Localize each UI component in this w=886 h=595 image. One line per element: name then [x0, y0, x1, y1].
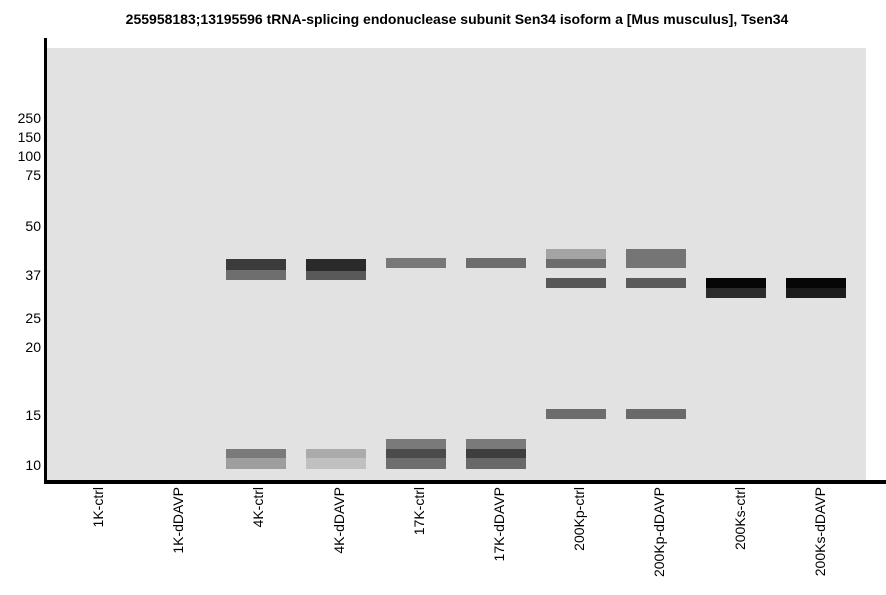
- gel-band-segment: [546, 249, 606, 259]
- mw-tick-label: 37: [25, 267, 41, 283]
- gel-band-segment: [386, 258, 446, 268]
- lane-label-200kp-ctrl: 200Kp-ctrl: [571, 487, 587, 551]
- mw-tick-label: 25: [25, 310, 41, 326]
- gel-band-segment: [626, 409, 686, 419]
- lane-label-200ks-ctrl: 200Ks-ctrl: [732, 487, 748, 551]
- x-axis-line: [44, 480, 886, 484]
- y-axis-line: [44, 38, 47, 484]
- lane-label-17k-ctrl: 17K-ctrl: [411, 487, 427, 536]
- lane-label-1k-ddavp: 1K-dDAVP: [170, 487, 186, 554]
- lane-label-200kp-ddavp: 200Kp-dDAVP: [651, 487, 667, 578]
- mw-tick-label: 75: [25, 167, 41, 183]
- gel-band-segment: [626, 278, 686, 288]
- gel-band-segment: [466, 449, 526, 458]
- gel-band-segment: [306, 458, 366, 469]
- gel-band-segment: [466, 458, 526, 469]
- gel-band-segment: [306, 449, 366, 458]
- lane-label-4k-ddavp: 4K-dDAVP: [331, 487, 347, 554]
- gel-band-segment: [786, 278, 846, 288]
- mw-tick-label: 15: [25, 407, 41, 423]
- gel-band-segment: [706, 278, 766, 288]
- mw-tick-label: 20: [25, 339, 41, 355]
- mw-tick-label: 100: [17, 148, 41, 164]
- lane-label-4k-ctrl: 4K-ctrl: [250, 487, 266, 528]
- gel-band-segment: [466, 439, 526, 449]
- mw-tick-label: 250: [17, 110, 41, 126]
- gel-band-segment: [786, 288, 846, 298]
- lane-label-200ks-ddavp: 200Ks-dDAVP: [812, 487, 828, 577]
- gel-band-segment: [546, 259, 606, 268]
- mw-tick-label: 50: [25, 218, 41, 234]
- gel-band-segment: [626, 249, 686, 268]
- gel-band-segment: [386, 449, 446, 458]
- gel-band-segment: [546, 278, 606, 288]
- gel-band-segment: [226, 458, 286, 469]
- mw-tick-label: 10: [25, 457, 41, 473]
- gel-band-segment: [466, 258, 526, 268]
- lane-label-17k-ddavp: 17K-dDAVP: [491, 487, 507, 562]
- gel-band-segment: [306, 259, 366, 271]
- gel-band-segment: [386, 458, 446, 469]
- figure-title: 255958183;13195596 tRNA-splicing endonuc…: [125, 11, 789, 27]
- gel-plot-area: [47, 48, 866, 480]
- lane-label-1k-ctrl: 1K-ctrl: [90, 487, 106, 528]
- gel-band-segment: [306, 271, 366, 280]
- gel-band-segment: [226, 449, 286, 458]
- gel-band-segment: [226, 270, 286, 280]
- mw-tick-label: 150: [17, 129, 41, 145]
- gel-band-segment: [546, 409, 606, 419]
- gel-band-segment: [706, 288, 766, 298]
- gel-band-segment: [386, 439, 446, 449]
- gel-band-segment: [226, 259, 286, 270]
